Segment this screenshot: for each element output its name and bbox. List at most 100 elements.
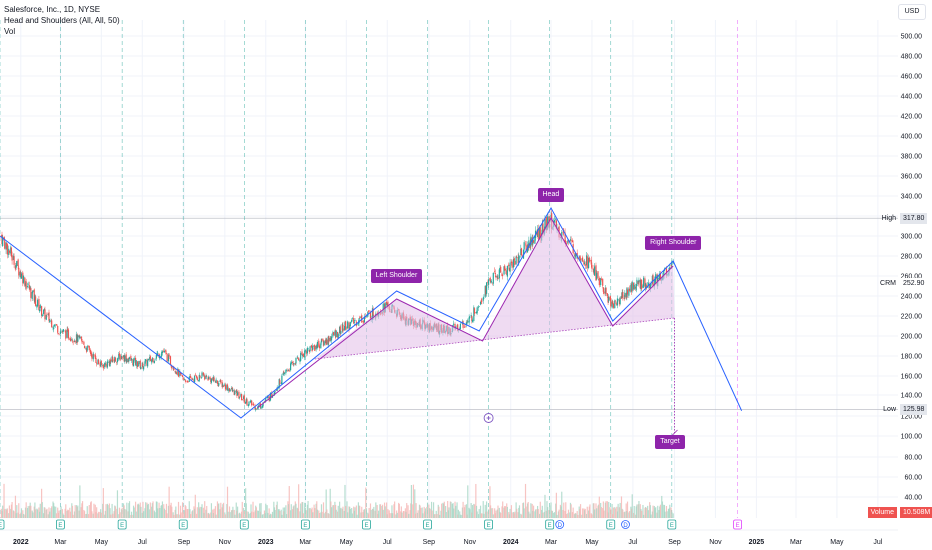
candle-body <box>163 350 166 353</box>
volume-bar <box>658 509 660 518</box>
candle-body <box>208 377 210 379</box>
candle-body <box>545 216 547 231</box>
pattern-label-right-shoulder[interactable]: Right Shoulder <box>645 236 702 250</box>
volume-bar <box>273 507 276 518</box>
volume-bar <box>34 509 37 518</box>
earnings-marker[interactable]: E <box>667 519 677 530</box>
candle-body <box>584 264 586 266</box>
candle-body <box>32 290 34 292</box>
volume-bar <box>402 511 404 518</box>
volume-bar <box>325 489 327 518</box>
volume-bar <box>449 501 451 518</box>
volume-bar <box>650 514 652 518</box>
volume-bar <box>671 511 673 518</box>
currency-button[interactable]: USD <box>898 4 926 20</box>
candle-body <box>29 287 31 289</box>
candle-body <box>522 249 525 259</box>
volume-bar <box>146 502 148 518</box>
last-price-label: CRM <box>880 279 896 287</box>
candle-body <box>57 333 59 334</box>
volume-bar <box>81 503 83 518</box>
volume-bar <box>451 503 453 518</box>
volume-bar <box>74 505 76 518</box>
candle-body <box>186 380 188 382</box>
legend-volume[interactable]: Vol <box>4 27 16 36</box>
candle-body <box>17 259 19 266</box>
earnings-marker[interactable]: E <box>362 519 371 530</box>
volume-bar <box>254 510 256 518</box>
candle-body <box>175 372 178 375</box>
legend-indicator[interactable]: Head and Shoulders (All, All, 50) <box>4 16 120 25</box>
candle-body <box>299 359 301 362</box>
volume-bar <box>575 513 577 518</box>
earnings-marker[interactable]: E <box>733 519 742 530</box>
candle-body <box>243 396 245 400</box>
volume-bar <box>624 511 626 518</box>
volume-bar <box>342 506 344 518</box>
volume-bar <box>343 510 345 518</box>
x-tick-label: May <box>830 539 844 546</box>
volume-bar <box>271 514 273 518</box>
legend-symbol[interactable]: Salesforce, Inc., 1D, NYSE <box>4 5 101 14</box>
volume-bar <box>123 505 125 518</box>
volume-bar <box>2 505 4 518</box>
volume-bar <box>602 501 604 518</box>
pattern-label-left-shoulder[interactable]: Left Shoulder <box>370 269 423 283</box>
volume-bar <box>194 508 196 518</box>
earnings-marker[interactable]: E <box>423 519 432 530</box>
volume-bar <box>309 507 311 518</box>
pattern-label-head[interactable]: Head <box>537 188 565 202</box>
volume-bar <box>118 507 121 518</box>
earnings-letter: E <box>181 523 185 529</box>
volume-bar <box>389 513 391 518</box>
earnings-marker[interactable]: E <box>56 519 65 530</box>
earnings-marker[interactable]: E <box>117 519 127 530</box>
candle-body <box>248 401 250 406</box>
volume-bar <box>290 504 292 518</box>
volume-bar <box>287 504 290 518</box>
earnings-marker[interactable]: E <box>0 519 5 530</box>
earnings-marker[interactable]: E <box>178 519 188 530</box>
candle-body <box>349 327 351 329</box>
earnings-letter: E <box>58 523 62 529</box>
volume-bar <box>93 503 95 518</box>
volume-bar <box>216 501 219 518</box>
volume-bar <box>483 513 485 518</box>
candle-body <box>79 336 81 339</box>
volume-bar <box>578 506 580 518</box>
volume-bar <box>193 506 195 518</box>
candle-body <box>34 295 36 302</box>
earnings-marker[interactable]: E <box>239 519 249 530</box>
volume-bar <box>400 506 402 518</box>
candle-body <box>669 267 671 269</box>
candle-body <box>73 340 76 342</box>
volume-bar <box>497 505 499 518</box>
volume-bar <box>353 510 355 518</box>
earnings-marker[interactable]: E <box>484 519 493 530</box>
volume-bar <box>525 506 527 518</box>
volume-bar <box>664 511 666 518</box>
volume-bar <box>288 486 290 518</box>
candle-body <box>238 391 240 399</box>
candle-body <box>581 258 583 260</box>
pattern-label-target[interactable]: Target <box>655 435 685 449</box>
candle-body <box>260 406 262 409</box>
volume-bar <box>509 508 511 518</box>
earnings-marker[interactable]: E <box>300 519 310 530</box>
candle-body <box>222 384 224 387</box>
volume-bar <box>231 509 233 518</box>
candle-body <box>0 235 2 237</box>
earnings-marker[interactable]: E <box>545 519 555 530</box>
candle-body <box>72 341 74 343</box>
candle-body <box>575 253 577 259</box>
earnings-marker[interactable]: E <box>606 519 616 530</box>
volume-bar <box>15 513 17 518</box>
candle-body <box>645 283 647 289</box>
candle-body <box>574 252 576 257</box>
volume-bar <box>504 506 506 518</box>
volume-bar <box>161 501 164 518</box>
candle-body <box>281 375 283 385</box>
volume-bar <box>541 509 543 518</box>
candle-body <box>504 265 506 271</box>
